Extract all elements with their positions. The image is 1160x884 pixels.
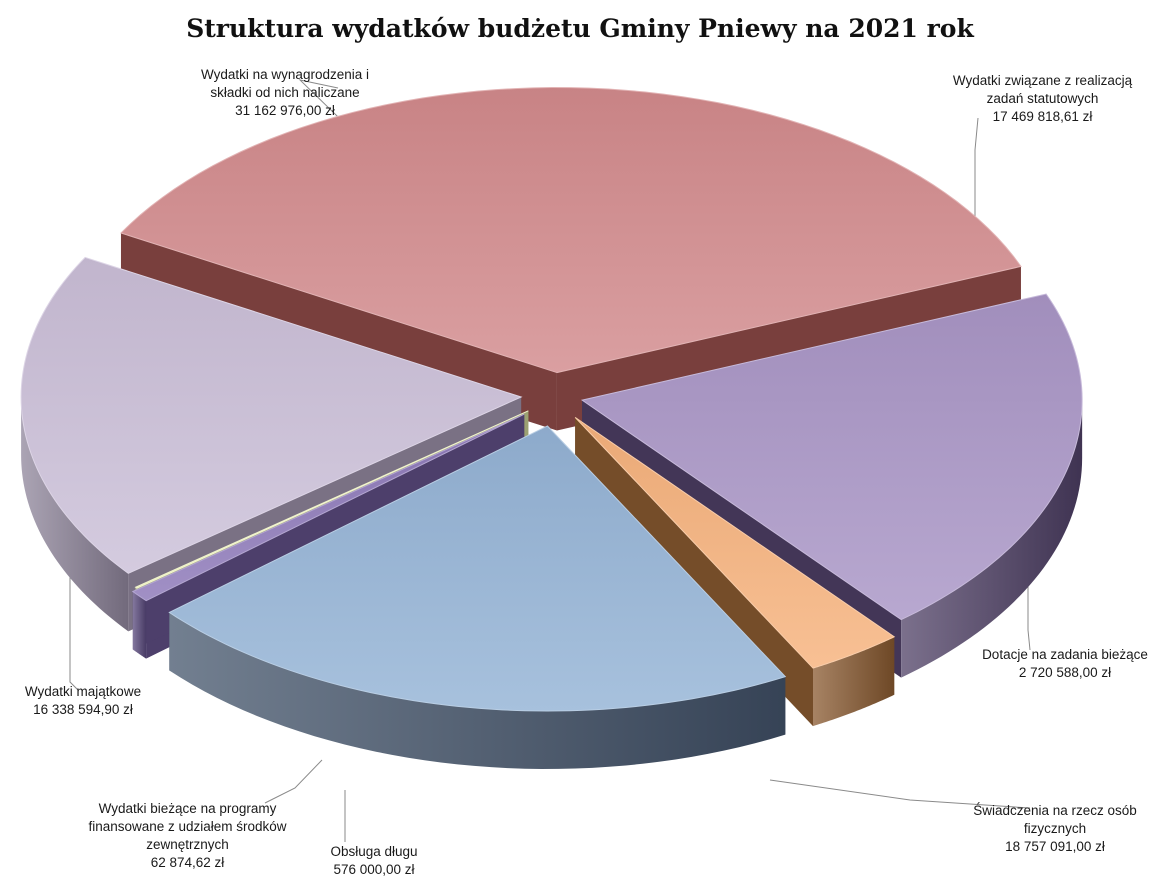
- data-label-4: Świadczenia na rzecz osób fizycznych 18 75…: [960, 802, 1150, 856]
- data-label-text: Świadczenia na rzecz osób: [973, 803, 1137, 818]
- data-label-text: Wydatki na wynagrodzenia i: [201, 67, 369, 82]
- chart-title: Struktura wydatków budżetu Gminy Pniewy …: [186, 14, 974, 43]
- data-label-text: zadań statutowych: [986, 91, 1099, 106]
- data-label-3: Dotacje na zadania bieżące 2 720 588,00 z…: [975, 646, 1155, 682]
- data-label-text: zewnętrznych: [146, 837, 229, 852]
- leader-line-4: [769, 779, 1031, 809]
- data-label-value: 18 757 091,00 zł: [1005, 839, 1105, 854]
- data-label-value: 31 162 976,00 zł: [235, 103, 335, 118]
- data-label-value: 17 469 818,61 zł: [992, 109, 1093, 124]
- data-label-5: Obsługa długu 576 000,00 zł: [312, 843, 436, 879]
- data-label-text: Dotacje na zadania bieżące: [982, 647, 1148, 662]
- data-label-text: Obsługa długu: [330, 844, 418, 859]
- data-label-value: 576 000,00 zł: [333, 862, 415, 877]
- data-label-text: finansowane z udziałem środków: [88, 819, 287, 834]
- data-label-value: 2 720 588,00 zł: [1018, 665, 1112, 680]
- data-label-6: Wydatki bieżące na programy finansowane z…: [80, 800, 295, 872]
- data-label-value: 16 338 594,90 zł: [33, 702, 133, 717]
- data-label-text: Wydatki majątkowe: [24, 684, 142, 699]
- pie-slice-4: [168, 425, 787, 769]
- data-label-1: Wydatki na wynagrodzenia i składki od nic…: [190, 66, 380, 120]
- leader-line-7: [69, 560, 79, 691]
- data-label-7: Wydatki majątkowe 16 338 594,90 zł: [8, 683, 158, 719]
- data-label-value: 62 874,62 zł: [150, 855, 225, 870]
- data-label-text: Wydatki związane z realizacją: [952, 73, 1133, 88]
- data-label-text: Wydatki bieżące na programy: [98, 801, 277, 816]
- data-label-text: fizycznych: [1023, 821, 1087, 836]
- leader-line-6: [264, 759, 323, 804]
- data-label-text: składki od nich naliczane: [210, 85, 360, 100]
- data-label-2: Wydatki związane z realizacją zadań statu…: [935, 72, 1150, 126]
